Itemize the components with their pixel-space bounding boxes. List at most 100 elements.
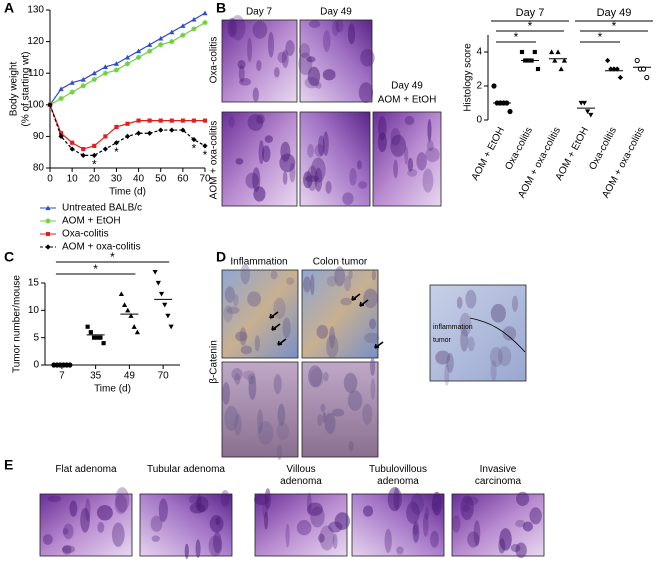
tissue-image — [301, 269, 379, 359]
tissue-texture — [460, 328, 469, 352]
x-tick-label: 49 — [124, 371, 136, 382]
tissue-texture — [362, 505, 374, 517]
tissue-texture — [245, 172, 259, 189]
marker — [180, 23, 186, 28]
tissue-texture — [522, 521, 533, 532]
marker — [125, 121, 130, 126]
tissue-texture — [222, 382, 231, 405]
y-tick-label: 130 — [27, 5, 44, 16]
tissue-texture — [234, 413, 242, 436]
group-label: Day 49 — [597, 7, 632, 19]
legend-marker — [45, 231, 51, 237]
panel-label: D — [216, 249, 226, 265]
y-axis-title: Tumor number/mouse — [12, 275, 23, 373]
tissue-texture — [511, 295, 519, 312]
y-tick-label: 100 — [27, 99, 44, 110]
x-tick-label: 70 — [199, 174, 211, 185]
x-tick-label: 70 — [158, 371, 170, 382]
tissue-texture — [264, 511, 269, 530]
y-tick-label: 10 — [28, 305, 40, 316]
marker — [180, 118, 185, 123]
marker — [165, 313, 171, 319]
marker — [180, 127, 186, 133]
marker — [128, 313, 134, 318]
arrow — [359, 299, 369, 307]
y-tick-label: 5 — [33, 332, 39, 343]
marker — [158, 127, 164, 133]
marker — [91, 335, 97, 340]
tissue-texture — [303, 276, 311, 293]
x-tick-label: 10 — [67, 174, 79, 185]
tissue-texture — [329, 326, 336, 349]
marker — [202, 118, 208, 123]
marker — [135, 48, 142, 54]
tissue-texture — [459, 312, 472, 337]
marker — [191, 26, 197, 32]
marker — [535, 66, 541, 72]
tissue-texture — [62, 528, 69, 535]
tissue-texture — [310, 274, 315, 296]
tissue-texture — [370, 378, 376, 400]
tissue-texture — [308, 365, 323, 388]
tissue-texture — [462, 504, 470, 512]
marker — [549, 49, 555, 55]
tissue-texture — [208, 535, 223, 557]
marker — [168, 324, 174, 330]
tissue-texture — [235, 158, 244, 165]
tissue-texture — [247, 291, 261, 307]
marker — [135, 54, 142, 60]
tissue-texture — [69, 500, 78, 517]
tissue-texture — [306, 165, 318, 191]
marker — [114, 124, 119, 129]
marker — [102, 70, 108, 76]
marker — [585, 109, 591, 115]
marker — [532, 49, 537, 55]
tissue-texture — [189, 502, 206, 514]
tissue-texture — [306, 492, 312, 515]
panel-label: E — [4, 457, 13, 473]
tissue-texture — [42, 534, 53, 545]
y-tick-label: 2 — [476, 81, 482, 92]
tissue-image — [299, 19, 373, 103]
annotation: * — [203, 148, 208, 162]
legend-marker — [45, 244, 51, 250]
marker — [152, 269, 158, 275]
tissue-texture — [150, 515, 163, 532]
column-label: Day 49 — [320, 7, 352, 18]
tissue-texture — [444, 363, 450, 386]
marker — [118, 291, 124, 297]
tissue-texture — [320, 403, 326, 413]
tissue-texture — [310, 506, 325, 528]
tissue-texture — [298, 43, 310, 59]
tissue-texture — [322, 412, 327, 423]
tissue-texture — [430, 530, 439, 548]
tissue-texture — [277, 51, 287, 63]
image-label: Flat adenoma — [55, 464, 117, 475]
tissue-texture — [407, 157, 414, 172]
tissue-texture — [497, 346, 512, 367]
marker — [634, 57, 640, 64]
tissue-texture — [465, 289, 477, 309]
tissue-image — [254, 493, 348, 557]
tissue-texture — [390, 128, 401, 146]
marker — [101, 341, 106, 346]
tissue-texture — [452, 515, 461, 533]
marker — [158, 118, 163, 123]
tissue-texture — [247, 37, 253, 63]
y-tick-label: 80 — [33, 163, 45, 174]
x-tick-label: AOM + EtOH — [470, 125, 507, 182]
tissue-texture — [80, 507, 90, 533]
x-tick-label: 30 — [111, 174, 123, 185]
significance-label: * — [514, 30, 519, 44]
tissue-texture — [238, 65, 245, 83]
row-label: β-Catenin — [209, 340, 220, 384]
tissue-texture — [184, 543, 189, 559]
y-tick-label: 15 — [28, 278, 40, 289]
tissue-image — [221, 19, 298, 103]
boundary-line — [469, 317, 526, 353]
marker — [91, 76, 97, 83]
tissue-texture — [331, 408, 345, 417]
tissue-texture — [158, 498, 168, 523]
marker — [644, 74, 650, 81]
marker — [92, 143, 97, 148]
